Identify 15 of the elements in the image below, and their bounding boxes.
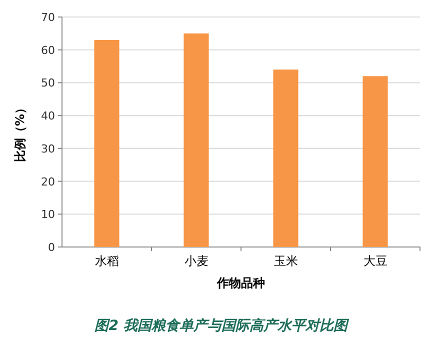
y-axis-title: 比例（%） <box>13 102 27 162</box>
x-axis-title: 作物品种 <box>216 276 265 290</box>
y-tick-label: 20 <box>41 175 55 188</box>
x-tick-label: 大豆 <box>363 254 388 268</box>
x-tick-label: 水稻 <box>94 254 119 268</box>
caption: 图2 我国粮食单产与国际高产水平对比图 <box>94 317 350 334</box>
x-tick-label: 小麦 <box>184 254 208 268</box>
x-tick-label: 玉米 <box>274 254 298 268</box>
y-tick-label: 0 <box>48 241 55 254</box>
y-tick-label: 50 <box>41 76 55 90</box>
y-tick-label: 30 <box>41 142 55 156</box>
y-tick-label: 60 <box>41 44 55 57</box>
y-tick-label: 10 <box>41 208 55 222</box>
y-tick-label: 40 <box>41 110 55 123</box>
y-tick-label: 70 <box>41 11 55 24</box>
